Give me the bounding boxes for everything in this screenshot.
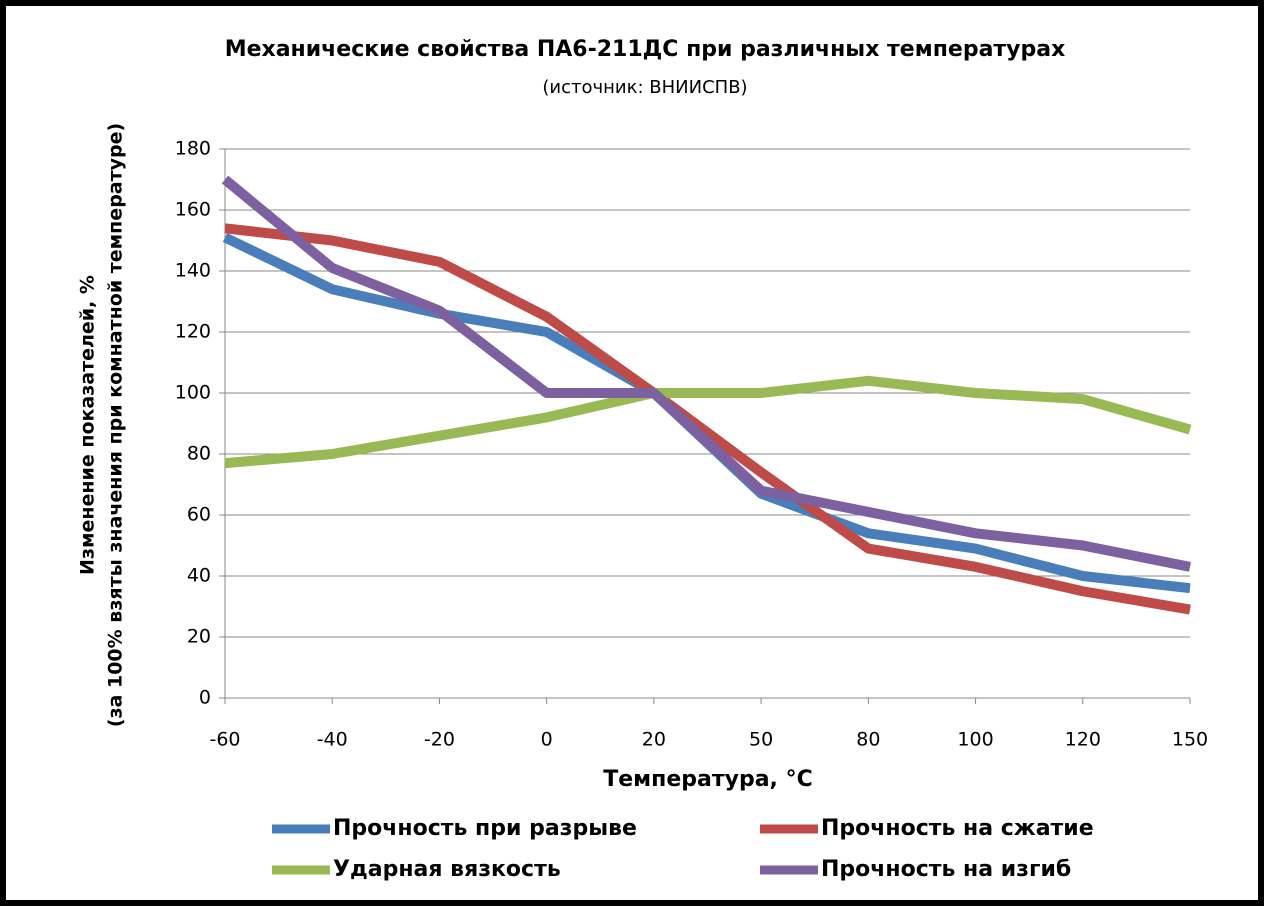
y-tick-label: 100 [175, 382, 211, 404]
y-tick-label: 80 [187, 443, 211, 465]
x-tick-label: -20 [424, 729, 455, 751]
x-tick-label: 120 [1065, 729, 1101, 751]
legend-label: Прочность при разрыве [333, 816, 637, 841]
legend-label: Прочность на изгиб [821, 857, 1071, 882]
legend-label: Прочность на сжатие [821, 816, 1094, 841]
y-tick-label: 40 [187, 565, 211, 587]
series-line [224, 375, 1192, 469]
y-axis-label: Изменение показателей, % [77, 275, 99, 575]
x-axis-label: Температура, °C [603, 767, 812, 792]
chart-subtitle: (источник: ВНИИСПВ) [542, 77, 747, 98]
legend-label: Ударная вязкость [333, 857, 561, 882]
y-tick-label: 120 [175, 321, 211, 343]
y-tick-label: 0 [199, 687, 211, 709]
x-tick-label: -40 [317, 729, 348, 751]
series-line [224, 223, 1191, 615]
chart-title: Механические свойства ПА6-211ДС при разл… [225, 37, 1066, 62]
x-tick-label: 80 [856, 729, 880, 751]
y-tick-label: 180 [175, 138, 211, 160]
y-tick-label: 160 [175, 199, 211, 221]
x-tick-label: -60 [209, 729, 240, 751]
x-tick-label: 20 [642, 729, 666, 751]
x-tick-label: 100 [957, 729, 993, 751]
x-tick-label: 50 [749, 729, 773, 751]
y-axis-label: (за 100% взяты значения при комнатной те… [105, 123, 127, 727]
x-tick-label: 0 [541, 729, 553, 751]
series-line [221, 175, 1191, 572]
y-tick-label: 140 [175, 260, 211, 282]
x-tick-label: 150 [1172, 729, 1208, 751]
y-tick-label: 20 [187, 626, 211, 648]
y-tick-label: 60 [187, 504, 211, 526]
